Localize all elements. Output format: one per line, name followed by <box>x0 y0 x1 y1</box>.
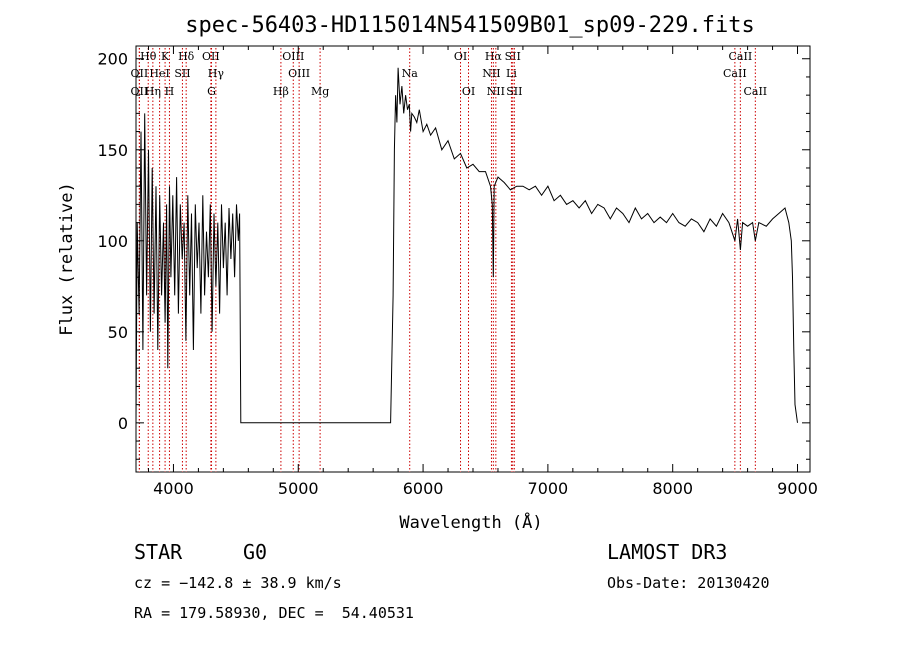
redshift-cz: cz = −142.8 ± 38.9 km/s <box>134 574 342 592</box>
line-label: SII <box>174 67 190 80</box>
survey-name: LAMOST DR3 <box>607 540 728 564</box>
line-label: OII <box>202 50 220 63</box>
y-axis-label: Flux (relative) <box>57 182 77 336</box>
line-label: OIII <box>288 67 310 80</box>
line-label: Hγ <box>208 67 225 80</box>
y-tick-label: 0 <box>118 414 128 433</box>
x-tick-label: 7000 <box>528 479 569 498</box>
y-tick-label: 50 <box>108 323 128 342</box>
obs-date: Obs-Date: 20130420 <box>607 574 770 592</box>
line-label: Hα <box>485 50 503 63</box>
line-label: Li <box>506 67 517 80</box>
line-label: SII <box>505 50 521 63</box>
line-label: NII <box>487 85 505 98</box>
object-subclass: G0 <box>243 540 268 564</box>
x-tick-label: 9000 <box>777 479 818 498</box>
line-label: Hδ <box>178 50 195 63</box>
line-label: Hη <box>145 85 161 98</box>
y-tick-label: 100 <box>97 232 128 251</box>
line-label: H <box>165 85 175 98</box>
line-label: CaII <box>723 67 747 80</box>
line-label: OI <box>462 85 475 98</box>
spectrum-series <box>135 67 798 424</box>
line-label: K <box>161 50 170 63</box>
y-tick-label: 150 <box>97 141 128 160</box>
x-tick-label: 6000 <box>403 479 444 498</box>
line-label: CaII <box>729 50 753 63</box>
line-label: Hβ <box>273 85 289 98</box>
line-label: OIII <box>282 50 304 63</box>
line-label: SII <box>506 85 522 98</box>
line-label: Hθ <box>140 50 157 63</box>
x-tick-label: 4000 <box>153 479 194 498</box>
chart-title: spec-56403-HD115014N541509B01_sp09-229.f… <box>185 13 755 38</box>
ra-dec: RA = 179.58930, DEC = 54.40531 <box>134 604 414 622</box>
line-label: Na <box>402 67 419 80</box>
line-label: HeI <box>149 67 169 80</box>
y-tick-label: 200 <box>97 50 128 69</box>
x-axis-label: Wavelength (Å) <box>399 511 542 533</box>
line-label: Mg <box>311 85 329 98</box>
line-label: OII <box>131 85 149 98</box>
x-tick-label: 8000 <box>652 479 693 498</box>
plot-frame <box>135 45 811 473</box>
line-label: NII <box>482 67 500 80</box>
object-class: STAR <box>134 540 183 564</box>
line-label: G <box>207 85 216 98</box>
line-label: CaII <box>743 85 767 98</box>
line-label: OI <box>454 50 467 63</box>
x-tick-label: 5000 <box>278 479 319 498</box>
